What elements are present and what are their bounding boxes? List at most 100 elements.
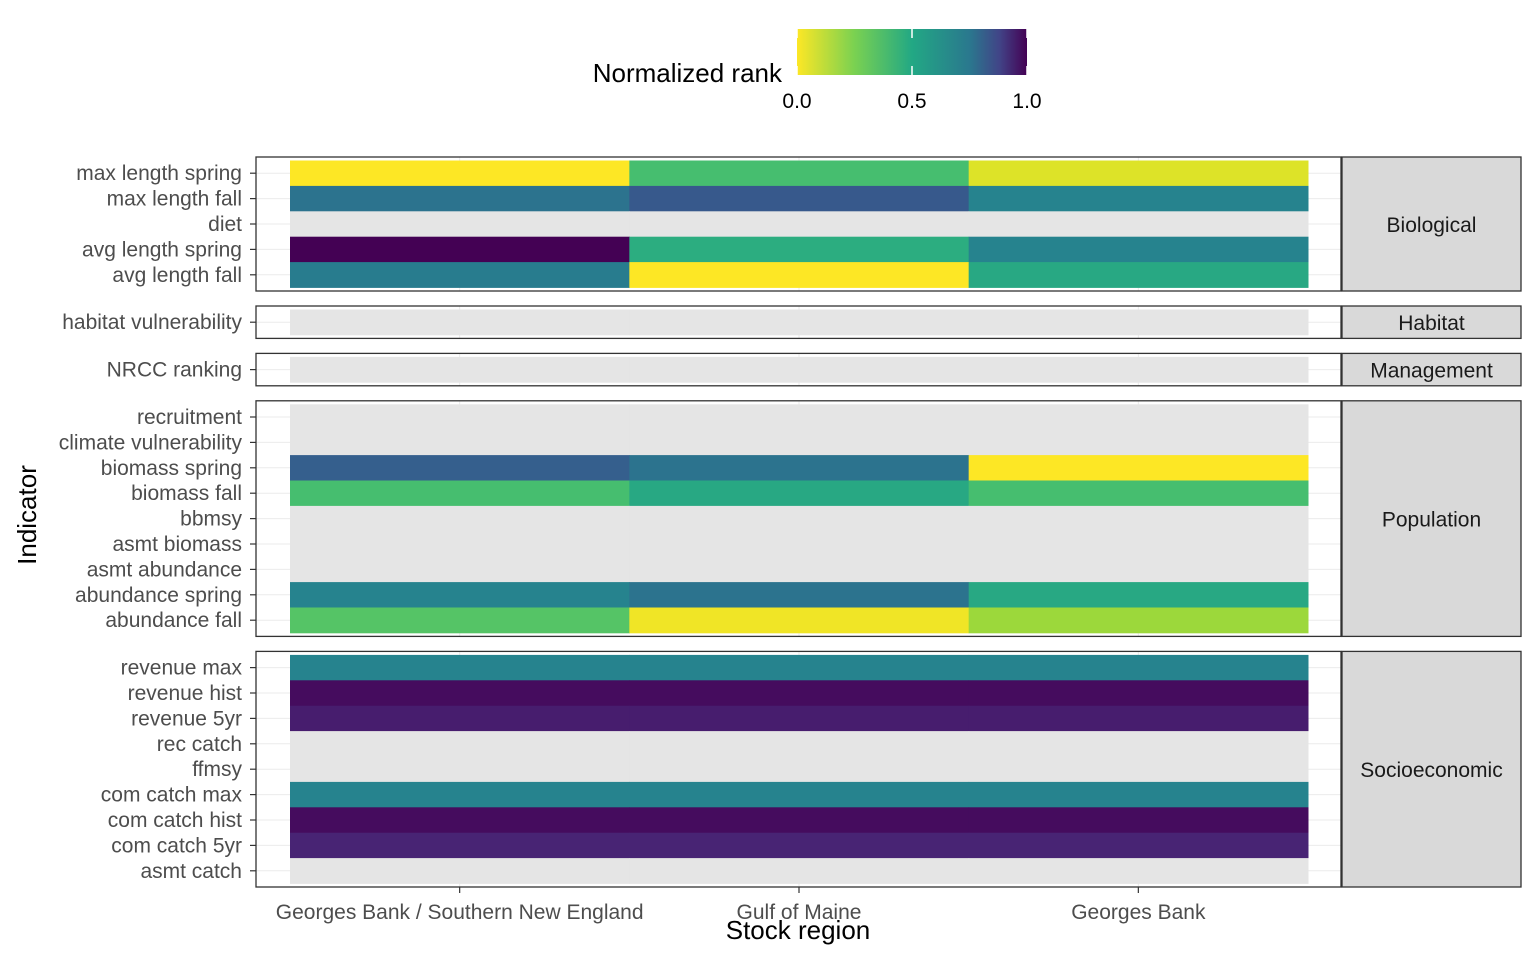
- heatmap-tile: [629, 731, 970, 757]
- panel-border: [255, 156, 1342, 292]
- heatmap-tile: [968, 756, 1309, 783]
- y-tick-label: avg length spring: [82, 238, 242, 261]
- heatmap-tile: [968, 680, 1309, 707]
- y-tick-label: asmt abundance: [87, 558, 242, 581]
- legend-tick-label: 0.5: [897, 90, 926, 113]
- panel-border: [255, 305, 1342, 340]
- y-tick-label: NRCC ranking: [107, 359, 242, 382]
- heatmap-tile: [290, 429, 630, 456]
- facet-strip: [1341, 156, 1522, 292]
- legend-tick-label: 1.0: [1012, 90, 1041, 113]
- facet-strip-label: Management: [1370, 360, 1493, 383]
- heatmap-tile: [290, 480, 630, 507]
- heatmap-tile: [968, 705, 1309, 732]
- heatmap-tile: [629, 429, 970, 456]
- panel-border: [255, 400, 1342, 638]
- heatmap-tile: [290, 309, 630, 336]
- heatmap-tile: [290, 607, 630, 634]
- heatmap-tile: [290, 858, 630, 884]
- heatmap-tile: [968, 781, 1309, 808]
- heatmap-tile: [968, 262, 1309, 288]
- heatmap-tile: [629, 356, 970, 383]
- heatmap-tile: [629, 607, 970, 634]
- heatmap-tile: [290, 185, 630, 212]
- heatmap-tile: [290, 236, 630, 263]
- heatmap-tile: [968, 236, 1309, 263]
- facet-strip-label: Population: [1382, 509, 1481, 532]
- y-tick-label: diet: [208, 213, 242, 236]
- heatmap-tile: [629, 211, 970, 238]
- facet-strip: [1341, 352, 1522, 387]
- y-tick-label: avg length fall: [112, 264, 242, 287]
- facet-strip-label: Socioeconomic: [1360, 759, 1502, 782]
- legend-ticks: 0.0 0.5 1.0: [782, 29, 1042, 113]
- heatmap-tile: [968, 654, 1309, 681]
- heatmap-tile: [290, 582, 630, 608]
- heatmap-tile: [629, 858, 970, 884]
- heatmap-tile: [290, 680, 630, 707]
- x-tick-label: Gulf of Maine: [737, 901, 862, 924]
- y-tick-label: asmt biomass: [112, 533, 242, 556]
- heatmap-tile: [290, 262, 630, 288]
- heatmap-tile: [629, 582, 970, 608]
- heatmap-tile: [290, 211, 630, 238]
- heatmap-tile: [968, 582, 1309, 608]
- facet-strip-label: Biological: [1387, 214, 1477, 237]
- heatmap-tile: [968, 505, 1309, 532]
- y-tick-label: climate vulnerability: [59, 431, 243, 454]
- heatmap-tile: [290, 455, 630, 481]
- heatmap-tile: [968, 480, 1309, 507]
- panel-border: [255, 352, 1342, 387]
- y-tick-label: bbmsy: [180, 508, 242, 531]
- heatmap-tile: [968, 807, 1309, 834]
- heatmap-tile: [629, 556, 970, 583]
- heatmap-tile: [290, 505, 630, 532]
- heatmap-tile: [290, 731, 630, 757]
- heatmap-tile: [629, 480, 970, 507]
- y-tick-label: com catch max: [101, 784, 243, 807]
- y-tick-label: abundance spring: [75, 584, 242, 607]
- heatmap-tile: [629, 680, 970, 707]
- heatmap-tile: [968, 185, 1309, 212]
- y-axis-title: Indicator: [12, 465, 42, 565]
- heatmap-tile: [629, 832, 970, 859]
- y-tick-label: asmt catch: [140, 860, 242, 883]
- y-tick-label: recruitment: [137, 406, 242, 429]
- heatmap-tile: [290, 807, 630, 834]
- y-tick-label: abundance fall: [105, 609, 242, 632]
- legend-tick-label: 0.0: [782, 90, 811, 113]
- legend-title: Normalized rank: [593, 58, 783, 88]
- heatmap-tile: [629, 236, 970, 263]
- heatmap-tile: [968, 556, 1309, 583]
- heatmap-tile: [968, 731, 1309, 757]
- y-tick-label: revenue hist: [128, 682, 243, 705]
- facet-strip: [1341, 650, 1522, 888]
- heatmap-tile: [629, 807, 970, 834]
- y-tick-label: rec catch: [157, 733, 242, 756]
- heatmap-tile: [629, 309, 970, 336]
- heatmap-tile: [290, 654, 630, 681]
- heatmap-tile: [629, 654, 970, 681]
- heatmap-tile: [968, 404, 1309, 431]
- heatmap-tile: [290, 756, 630, 783]
- y-tick-label: max length fall: [107, 188, 242, 211]
- heatmap-tile: [290, 160, 630, 187]
- heatmap-tile: [290, 832, 630, 859]
- heatmap-tile: [629, 262, 970, 288]
- heatmap-tile: [629, 531, 970, 558]
- y-tick-label: com catch 5yr: [111, 834, 242, 857]
- y-tick-label: max length spring: [76, 162, 242, 185]
- heatmap-tile: [629, 455, 970, 481]
- y-tick-label: biomass fall: [131, 482, 242, 505]
- facet-strip-label: Habitat: [1398, 312, 1465, 335]
- heatmap-tile: [968, 211, 1309, 238]
- y-tick-label: revenue 5yr: [131, 707, 242, 730]
- heatmap-tile: [968, 160, 1309, 187]
- heatmap-tile: [968, 858, 1309, 884]
- heatmap-tile: [968, 832, 1309, 859]
- heatmap-tile: [968, 531, 1309, 558]
- y-tick-label: biomass spring: [101, 457, 242, 480]
